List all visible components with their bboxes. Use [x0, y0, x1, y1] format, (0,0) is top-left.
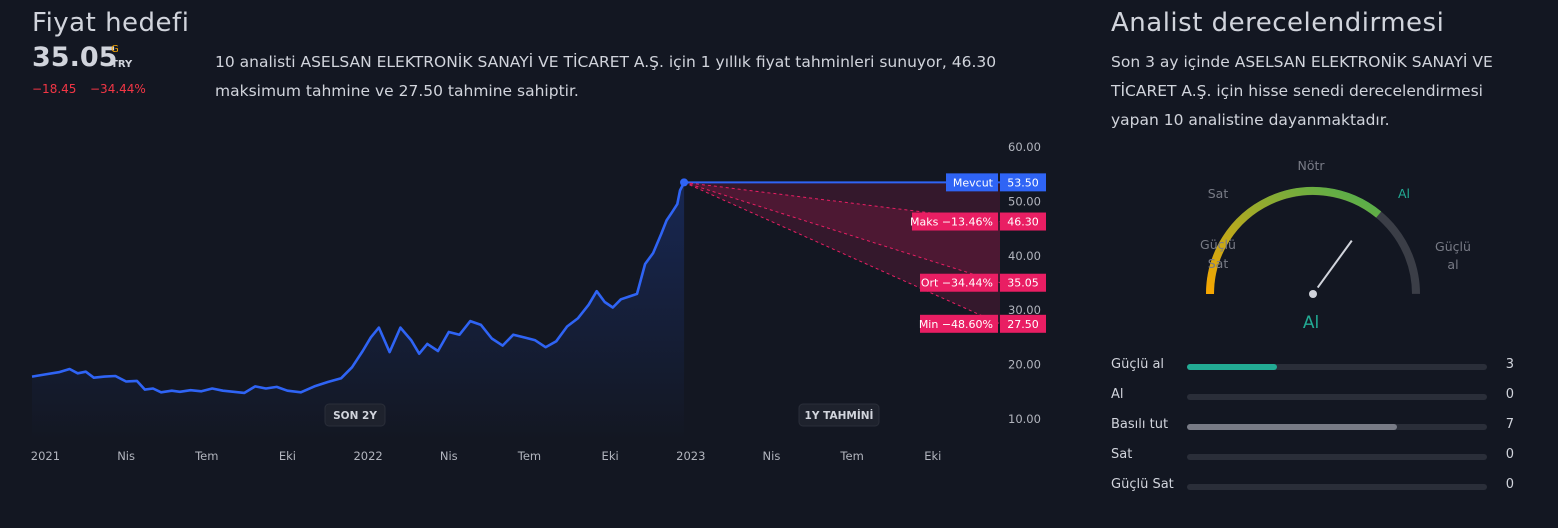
- rating-row: Al 0: [1111, 387, 1531, 407]
- x-tick-label: 2021: [31, 449, 60, 463]
- past-period-pill[interactable]: SON 2Y: [324, 403, 386, 427]
- y-tick-label: 60.00: [1008, 140, 1041, 154]
- x-tick-label: Nis: [763, 449, 781, 463]
- y-tick-label: 50.00: [1008, 194, 1041, 208]
- rating-gauge: Güçlü Sat Sat Nötr Al Güçlü al Al: [1200, 158, 1471, 333]
- gauge-track: [1206, 187, 1420, 295]
- x-tick-label: 2022: [353, 449, 382, 463]
- rating-label: Basılı tut: [1111, 417, 1169, 432]
- gauge-label-strong-sell-2: Sat: [1208, 256, 1229, 271]
- forecast-avg-line: [683, 181, 1001, 284]
- rating-row: Güçlü Sat 0: [1111, 477, 1531, 497]
- svg-text:Ort −34.44%: Ort −34.44%: [921, 277, 993, 290]
- price-change: −18.45: [32, 82, 77, 96]
- currency-label: TRY: [111, 59, 133, 70]
- rating-row: Güçlü al 3: [1111, 357, 1531, 377]
- svg-text:Min −48.60%: Min −48.60%: [919, 318, 993, 331]
- analyst-rating-title: Analist derecelendirmesi: [1111, 8, 1445, 38]
- tag-current: Mevcut 53.50: [946, 173, 1046, 192]
- svg-text:Mevcut: Mevcut: [953, 176, 994, 189]
- svg-text:46.30: 46.30: [1007, 216, 1039, 229]
- svg-text:27.50: 27.50: [1007, 318, 1039, 331]
- rating-bar-track: [1187, 364, 1487, 370]
- price-target-chart: 60.00 50.00 40.00 30.00 20.00 10.00 2021 Nis Te…: [31, 140, 1046, 463]
- tag-min: Min −48.60% 27.50: [919, 314, 1046, 333]
- rating-label: Güçlü al: [1111, 357, 1165, 372]
- gauge-result: Al: [1303, 313, 1319, 333]
- x-tick-label: Tem: [194, 449, 218, 463]
- rating-label: Al: [1111, 387, 1124, 402]
- rating-count: 7: [1505, 417, 1514, 432]
- gauge-needle: [1316, 240, 1353, 289]
- rating-row: Sat 0: [1111, 447, 1531, 467]
- gauge-hub: [1309, 290, 1317, 298]
- future-period-label: 1Y TAHMİNİ: [805, 408, 874, 422]
- rating-count: 0: [1505, 477, 1514, 492]
- future-period-pill[interactable]: 1Y TAHMİNİ: [798, 403, 880, 427]
- price-change-percent: −34.44%: [90, 82, 146, 96]
- tag-avg: Ort −34.44% 35.05: [920, 273, 1046, 292]
- rating-bar-fill: [1187, 364, 1277, 370]
- x-tick-label: Eki: [279, 449, 296, 463]
- rating-label: Güçlü Sat: [1111, 477, 1174, 492]
- x-tick-label: Tem: [517, 449, 541, 463]
- y-tick-label: 10.00: [1008, 412, 1041, 426]
- y-tick-label: 40.00: [1008, 249, 1041, 263]
- x-tick-label: Nis: [440, 449, 458, 463]
- gauge-label-sell: Sat: [1208, 186, 1229, 201]
- svg-text:35.05: 35.05: [1007, 277, 1039, 290]
- rating-bar-fill: [1187, 424, 1397, 430]
- price-target-description-1: 10 analisti ASELSAN ELEKTRONİK SANAYİ VE…: [215, 53, 997, 71]
- analyst-rating-description-1: Son 3 ay içinde ASELSAN ELEKTRONİK SANAY…: [1111, 53, 1493, 71]
- analyst-rating-description-2: TİCARET A.Ş. için hisse senedi derecelen…: [1111, 82, 1483, 100]
- rating-bar-track: [1187, 394, 1487, 400]
- past-period-label: SON 2Y: [333, 410, 377, 422]
- x-tick-label: Eki: [924, 449, 941, 463]
- tag-max: Maks −13.46% 46.30: [910, 212, 1046, 231]
- rating-row: Basılı tut 7: [1111, 417, 1531, 437]
- gauge-label-buy: Al: [1398, 186, 1410, 201]
- rating-bar-track: [1187, 454, 1487, 460]
- svg-text:53.50: 53.50: [1007, 176, 1039, 189]
- gauge-label-strong-buy-1: Güçlü: [1435, 239, 1471, 254]
- gauge-fill: [1206, 186, 1382, 295]
- rating-label: Sat: [1111, 447, 1133, 462]
- x-tick-label: Tem: [839, 449, 863, 463]
- price-area: [32, 182, 685, 440]
- x-tick-label: 2023: [676, 449, 705, 463]
- rating-count: 0: [1505, 447, 1514, 462]
- rating-count: 3: [1505, 357, 1514, 372]
- rating-count: 0: [1505, 387, 1514, 402]
- svg-text:Maks −13.46%: Maks −13.46%: [910, 216, 993, 229]
- gauge-label-strong-buy-2: al: [1447, 257, 1458, 272]
- analyst-rating-description-3: yapan 10 analistine dayanmaktadır.: [1111, 111, 1390, 129]
- price-target-title: Fiyat hedefi: [32, 8, 190, 38]
- price-line: [31, 181, 686, 395]
- y-tick-label: 20.00: [1008, 358, 1041, 372]
- x-tick-label: Nis: [117, 449, 135, 463]
- gauge-label-neutral: Nötr: [1297, 158, 1325, 173]
- y-tick-label: 30.00: [1008, 303, 1041, 317]
- gauge-label-strong-sell-1: Güçlü: [1200, 237, 1236, 252]
- currency-flag: G: [111, 44, 119, 55]
- rating-bar-track: [1187, 484, 1487, 490]
- rating-bar-track: [1187, 424, 1487, 430]
- target-price: 35.05: [32, 42, 118, 73]
- price-target-description-2: maksimum tahmine ve 27.50 tahmine sahipt…: [215, 82, 579, 100]
- x-tick-label: Eki: [602, 449, 619, 463]
- forecast-min-line: [683, 181, 1001, 325]
